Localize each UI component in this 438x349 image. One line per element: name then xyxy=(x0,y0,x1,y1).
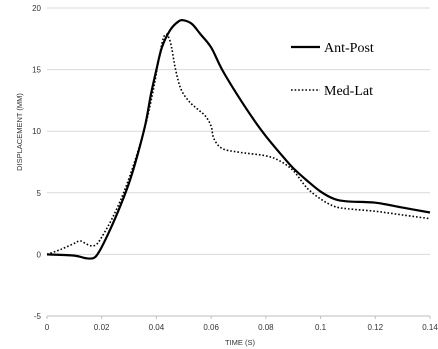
x-tick-label: 0.14 xyxy=(422,323,438,332)
x-tick-label: 0.04 xyxy=(149,323,165,332)
y-tick-label: 5 xyxy=(37,189,42,198)
y-tick-label: -5 xyxy=(34,312,42,321)
x-tick-label: 0.1 xyxy=(315,323,327,332)
x-tick-label: 0 xyxy=(45,323,50,332)
y-tick-label: 10 xyxy=(32,127,41,136)
y-axis-title: DISPLACEMENT (MM) xyxy=(15,93,24,171)
x-tick-label: 0.08 xyxy=(258,323,274,332)
legend-label-ant-post: Ant-Post xyxy=(324,41,374,56)
y-tick-label: 15 xyxy=(32,66,41,75)
y-tick-label: 0 xyxy=(37,250,42,259)
series-line-ant-post xyxy=(46,18,431,260)
series-line-med-lat xyxy=(46,33,431,256)
x-axis-title: TIME (S) xyxy=(225,338,255,347)
x-tick-label: 0.06 xyxy=(203,323,219,332)
legend: Ant-Post Med-Lat xyxy=(291,41,374,99)
x-tick-label: 0.12 xyxy=(367,323,383,332)
y-tick-label: 20 xyxy=(32,4,41,13)
series-group xyxy=(46,18,431,260)
legend-label-med-lat: Med-Lat xyxy=(324,84,373,99)
x-tick-label: 0.02 xyxy=(94,323,110,332)
